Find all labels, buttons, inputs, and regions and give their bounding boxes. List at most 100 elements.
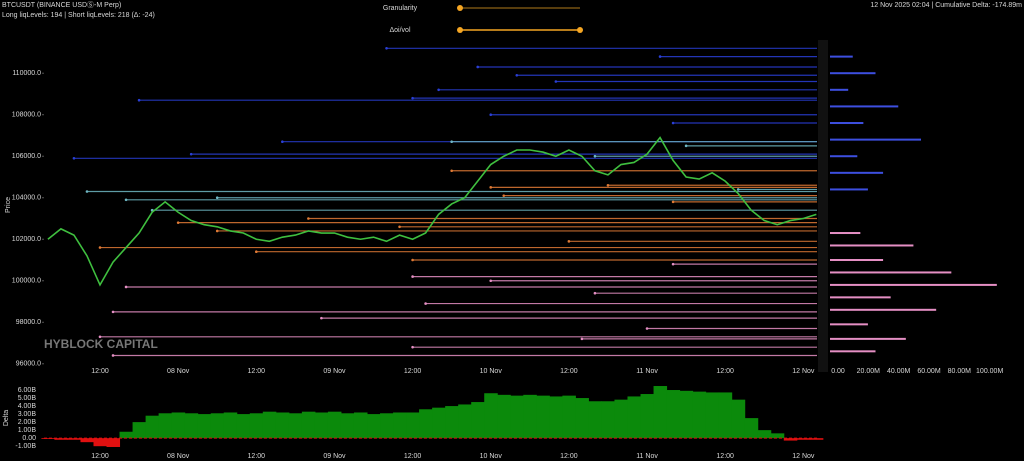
- levels-info: Long liqLevels: 194 | Short liqLevels: 2…: [2, 12, 155, 19]
- slider-thumb[interactable]: [577, 27, 583, 33]
- y-tick-label: 102000.0: [12, 236, 41, 243]
- liq-level-start: [593, 154, 597, 158]
- delta-bar: [419, 409, 433, 439]
- y-tick-label: 108000.0: [12, 112, 41, 119]
- side-tick-label: 100.00M: [976, 368, 1003, 375]
- side-bar: [830, 171, 884, 174]
- delta-bar: [770, 433, 785, 439]
- x-tick-label: 12:00: [560, 453, 578, 460]
- liq-level-start: [72, 157, 76, 160]
- liq-level-start: [176, 221, 180, 224]
- delta-bar: [510, 395, 524, 439]
- delta-bar: [471, 402, 485, 439]
- x-tick-label: 09 Nov: [323, 453, 346, 460]
- side-tick-label: 20.00M: [857, 368, 881, 375]
- x-tick-label: 10 Nov: [480, 453, 503, 460]
- x-tick-label: 12:00: [91, 368, 109, 375]
- side-tick-label: 80.00M: [948, 368, 972, 375]
- delta-bar: [262, 411, 277, 439]
- delta-bar: [549, 396, 563, 439]
- y-tick-label: 96000.0: [16, 361, 41, 368]
- delta-bar: [67, 438, 81, 440]
- delta-bar: [301, 411, 316, 439]
- side-bar: [830, 350, 876, 353]
- side-bar: [830, 271, 952, 274]
- delta-bar: [380, 413, 394, 439]
- delta-bar: [497, 394, 511, 439]
- side-bar: [830, 72, 876, 75]
- delta-tick-label: 5.00B: [18, 395, 37, 402]
- delta-bar: [275, 412, 290, 439]
- x-tick-label: 12:00: [91, 453, 109, 460]
- liq-level-start: [124, 198, 128, 202]
- side-bar: [830, 232, 861, 235]
- side-bar: [830, 283, 997, 286]
- delta-bar: [93, 438, 108, 447]
- liq-level-start: [189, 152, 193, 156]
- y-tick-label: 104000.0: [12, 195, 41, 202]
- delta-bar: [406, 412, 420, 439]
- delta-bar: [223, 412, 238, 439]
- delta-bar: [705, 392, 720, 439]
- side-bar: [830, 105, 899, 108]
- delta-bar: [314, 412, 329, 439]
- delta-tick-label: 3.00B: [18, 411, 37, 418]
- liq-level-start: [450, 140, 453, 143]
- x-tick-label: 11 Nov: [636, 368, 658, 375]
- delta-bar: [145, 415, 160, 439]
- liq-level-start: [85, 190, 89, 193]
- liq-level-start: [307, 217, 310, 220]
- delta-bar: [353, 412, 368, 439]
- x-tick-label: 12:00: [404, 368, 422, 375]
- delta-bar: [171, 412, 186, 439]
- delta-bar: [54, 438, 68, 440]
- x-tick-label: 12 Nov: [792, 368, 815, 375]
- delta-tick-label: 6.00B: [18, 387, 37, 394]
- delta-bar: [432, 407, 446, 439]
- liq-level-start: [489, 279, 493, 283]
- delta-bar: [484, 393, 498, 439]
- delta-bar: [106, 438, 121, 447]
- y-tick-label: 100000.0: [12, 278, 41, 285]
- liq-level-start: [254, 250, 258, 253]
- liq-level-start: [411, 96, 414, 100]
- x-tick-label: 09 Nov: [323, 368, 346, 375]
- slider-thumb[interactable]: [457, 27, 463, 33]
- side-bar: [830, 122, 864, 125]
- x-tick-label: 12:00: [716, 453, 734, 460]
- delta-bar: [80, 438, 94, 443]
- x-tick-label: 12:00: [248, 368, 266, 375]
- delta-tick-label: -1.00B: [15, 443, 36, 450]
- liq-level-start: [424, 302, 427, 305]
- liq-level-start: [411, 258, 414, 262]
- delta-bar: [458, 404, 472, 439]
- liq-level-start: [411, 345, 414, 349]
- liq-level-start: [489, 113, 493, 117]
- delta-bar: [562, 395, 576, 439]
- liq-level-start: [411, 275, 414, 278]
- side-bar: [830, 138, 921, 141]
- delta-bar: [692, 391, 707, 439]
- liq-level-start: [137, 98, 141, 102]
- liq-level-start: [580, 337, 584, 341]
- x-tick-label: 12:00: [716, 368, 734, 375]
- delta-bar: [757, 430, 772, 439]
- side-bar: [830, 296, 891, 299]
- status: 12 Nov 2025 02:04 | Cumulative Delta: -1…: [870, 2, 1022, 9]
- delta-tick-label: 2.00B: [18, 419, 37, 426]
- liq-level-start: [593, 291, 597, 295]
- delta-bar: [132, 422, 147, 439]
- delta-bar: [119, 431, 134, 439]
- price-line: [47, 136, 817, 287]
- delta-bar: [445, 406, 459, 439]
- liq-level-start: [215, 196, 219, 200]
- liq-level-start: [489, 186, 493, 189]
- liq-level-start: [437, 88, 440, 92]
- liq-level-start: [736, 188, 740, 191]
- delta-bar: [236, 414, 251, 439]
- slider-thumb[interactable]: [457, 5, 463, 11]
- delta-bar: [744, 418, 759, 439]
- delta-bar: [796, 438, 811, 440]
- delta-bar: [718, 392, 733, 439]
